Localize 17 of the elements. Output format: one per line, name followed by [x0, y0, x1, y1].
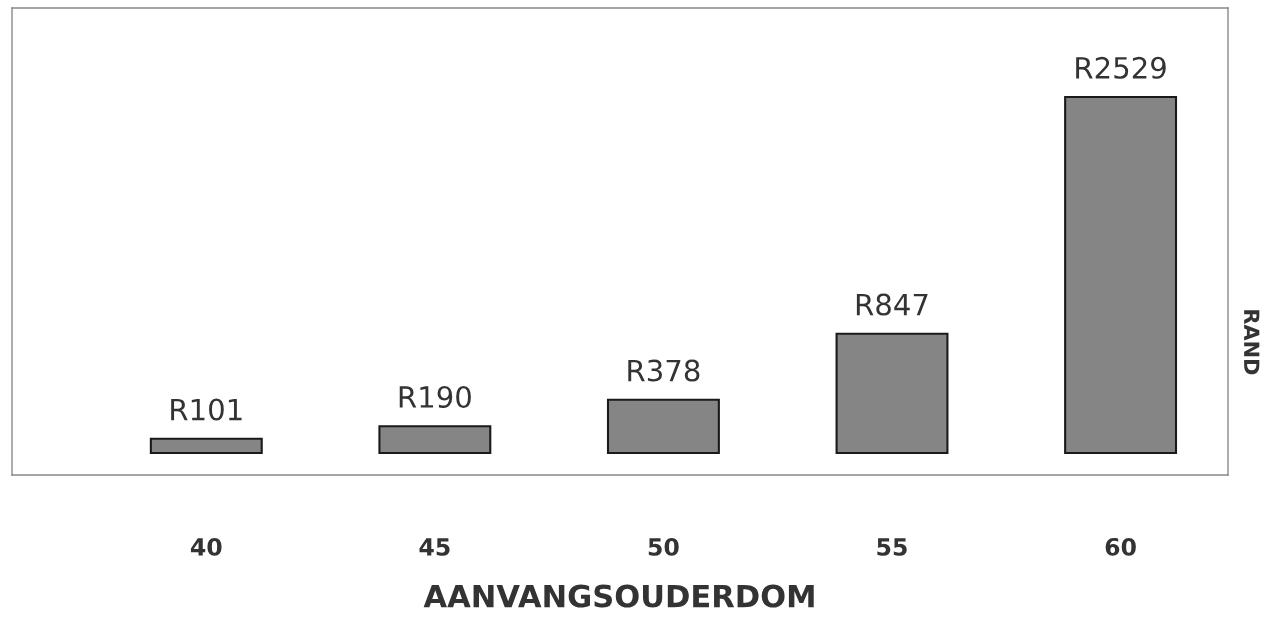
bar	[149, 437, 263, 454]
data-label: R378	[628, 359, 700, 382]
data-label: R190	[399, 385, 471, 409]
data-label: R847	[856, 293, 928, 316]
x-tick-label: 55	[877, 538, 907, 556]
x-tick-label: 40	[190, 537, 222, 556]
bar	[606, 398, 720, 454]
x-tick-label: 50	[648, 537, 679, 556]
bar	[835, 332, 949, 454]
data-label: R2529	[1076, 56, 1166, 79]
data-label: R101	[171, 398, 242, 421]
y-axis-title: RAND	[1244, 310, 1260, 375]
x-tick-label: 60	[1105, 537, 1136, 556]
bar	[1064, 95, 1178, 454]
x-tick-label: 45	[419, 538, 450, 556]
x-axis-title: AANVANGSOUDERDOM	[423, 584, 814, 608]
bar	[378, 425, 492, 454]
